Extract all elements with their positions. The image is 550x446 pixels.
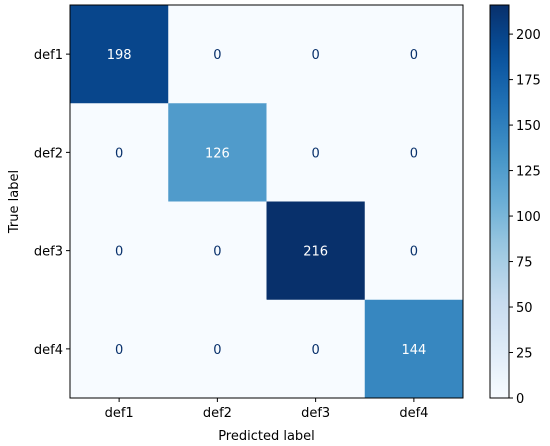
heatmap-cell [168,299,267,399]
heatmap-cell [266,5,366,104]
heatmap-cell [364,103,464,202]
cell-value-label: 0 [410,245,418,260]
colorbar-tick-label: 75 [516,256,533,271]
cell-value-label: 0 [213,343,221,358]
y-tick-label: def2 [34,146,63,161]
cell-value-label: 0 [410,146,418,161]
colorbar-tick-label: 100 [516,210,541,225]
colorbar-tick-label: 0 [516,392,524,407]
heatmap-cell [168,201,267,301]
colorbar-ticks: 0 25 50 75 100 125 150 175 200 [509,28,541,407]
cell-value-label: 0 [115,245,123,260]
x-tick-label: def1 [105,406,134,421]
cell-value-label: 0 [213,48,221,63]
cell-value-label: 0 [410,48,418,63]
cell-value-label: 198 [107,48,132,63]
cell-value-label: 144 [401,343,426,358]
colorbar-tick-label: 25 [516,347,533,362]
colorbar-tick-label: 200 [516,28,541,43]
heatmap-cell [70,5,169,104]
y-tick-label: def3 [34,245,63,260]
cell-value-label: 126 [205,146,230,161]
heatmap-cell [70,201,169,301]
cell-value-label: 0 [115,146,123,161]
heatmap-cell [168,103,267,202]
heatmap-cell [266,299,366,399]
y-tick-label: def4 [34,343,63,358]
x-tick-label: def2 [203,406,232,421]
heatmap-cell [266,103,366,202]
colorbar-tick-label: 150 [516,119,541,134]
colorbar-tick-label: 125 [516,165,541,180]
heatmap-cell [364,201,464,301]
y-axis: def1 def2 def3 def4 [34,48,70,358]
heatmap-cell [364,299,464,399]
heatmap-cells [70,5,464,399]
colorbar [489,4,510,399]
cell-value-label: 0 [311,343,319,358]
cell-value-labels: 198 0 0 0 0 126 0 0 0 0 216 0 0 0 0 144 [107,48,427,358]
heatmap-cell [364,5,464,104]
cell-value-label: 0 [115,343,123,358]
x-tick-label: def4 [399,406,428,421]
y-tick-label: def1 [34,48,63,63]
colorbar-tick-label: 50 [516,301,533,316]
cell-value-label: 0 [311,146,319,161]
cell-value-label: 0 [311,48,319,63]
x-axis-label: Predicted label [218,429,315,444]
x-tick-label: def3 [301,406,330,421]
cell-value-label: 0 [213,245,221,260]
heatmap-cell [70,103,169,202]
plot-frame [69,4,464,399]
heatmap-cell [266,201,366,301]
y-axis-label: True label [7,170,22,234]
cell-value-label: 216 [303,245,328,260]
heatmap-cell [168,5,267,104]
colorbar-tick-label: 175 [516,74,541,89]
heatmap-cell [70,299,169,399]
x-axis: def1 def2 def3 def4 [105,398,428,421]
